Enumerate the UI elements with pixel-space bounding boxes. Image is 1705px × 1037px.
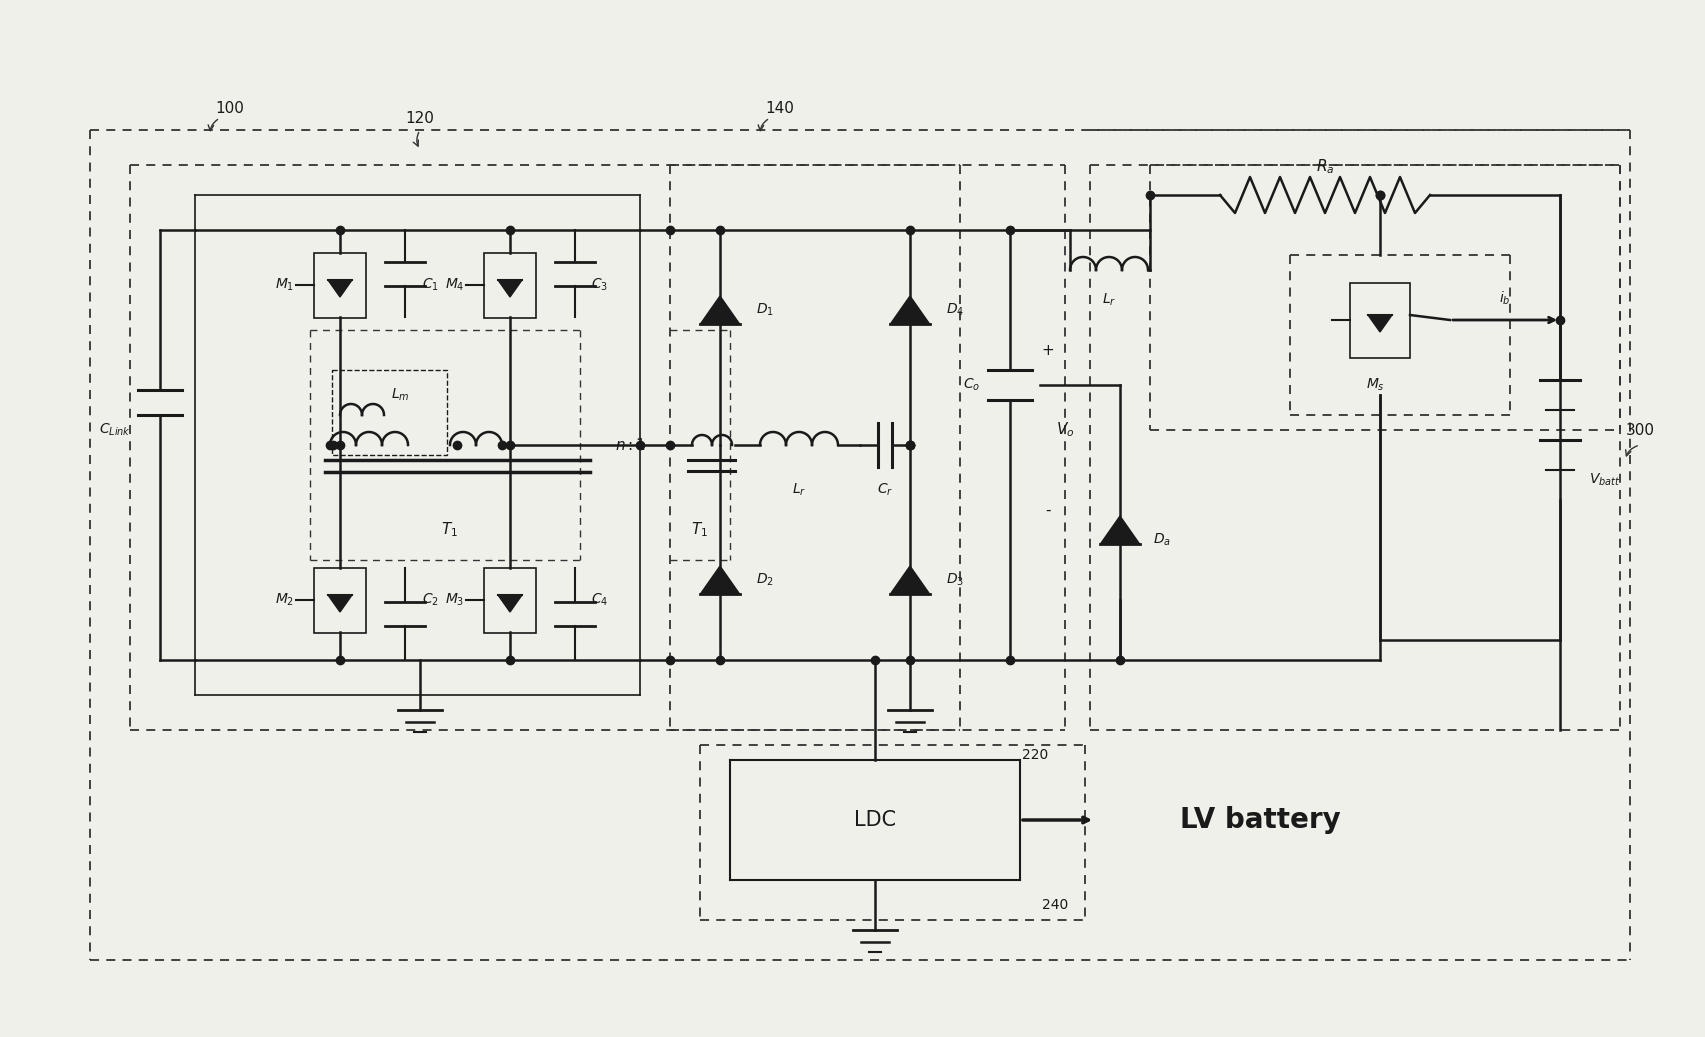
Text: $M_1$: $M_1$ [275,277,295,293]
Text: $D_a$: $D_a$ [1153,532,1170,549]
Polygon shape [327,595,351,612]
Polygon shape [890,296,929,324]
Bar [314,568,367,633]
Text: $L_r$: $L_r$ [1101,291,1115,308]
Polygon shape [327,280,351,297]
Text: -: - [1045,503,1050,517]
Text: $M_3$: $M_3$ [445,592,464,608]
Text: $T_1$: $T_1$ [442,521,459,539]
Text: 140: 140 [766,101,795,115]
Text: 240: 240 [1042,898,1067,912]
Polygon shape [1367,315,1391,332]
Polygon shape [498,595,522,612]
Polygon shape [1100,516,1139,544]
Text: $L_r$: $L_r$ [791,482,806,498]
Text: $C_1$: $C_1$ [421,277,438,293]
Text: $T_1$: $T_1$ [691,521,708,539]
Text: LDC: LDC [854,810,895,830]
Text: +: + [1042,342,1054,358]
Text: $L_m$: $L_m$ [390,387,409,403]
Text: $R_a$: $R_a$ [1315,158,1333,176]
Text: $C_o$: $C_o$ [963,376,980,393]
Text: $V_o$: $V_o$ [1055,421,1074,440]
Text: $V_{batt}$: $V_{batt}$ [1589,472,1620,488]
Text: $C_4$: $C_4$ [592,592,609,608]
Text: $D_4$: $D_4$ [945,302,963,318]
Bar [314,253,367,318]
Polygon shape [701,566,740,594]
Text: LV battery: LV battery [1178,806,1340,834]
Text: $D_1$: $D_1$ [755,302,774,318]
Text: $n:1$: $n:1$ [614,437,644,453]
Text: 220: 220 [1021,748,1047,762]
Text: $C_r$: $C_r$ [876,482,893,498]
Text: $i_b$: $i_b$ [1499,289,1511,307]
Bar [484,253,535,318]
Bar [1349,283,1408,358]
Polygon shape [498,280,522,297]
Text: 120: 120 [406,111,435,125]
Text: $M_2$: $M_2$ [275,592,295,608]
Text: $D_2$: $D_2$ [755,571,774,588]
Text: 300: 300 [1625,422,1654,438]
Text: $M_4$: $M_4$ [445,277,464,293]
Text: $C_3$: $C_3$ [592,277,609,293]
Polygon shape [701,296,740,324]
Text: $C_{Link}$: $C_{Link}$ [99,422,131,439]
Text: $D_3$: $D_3$ [945,571,963,588]
Text: $C_2$: $C_2$ [421,592,438,608]
Text: 100: 100 [215,101,244,115]
Bar [484,568,535,633]
Text: $M_s$: $M_s$ [1364,376,1384,393]
Polygon shape [890,566,929,594]
